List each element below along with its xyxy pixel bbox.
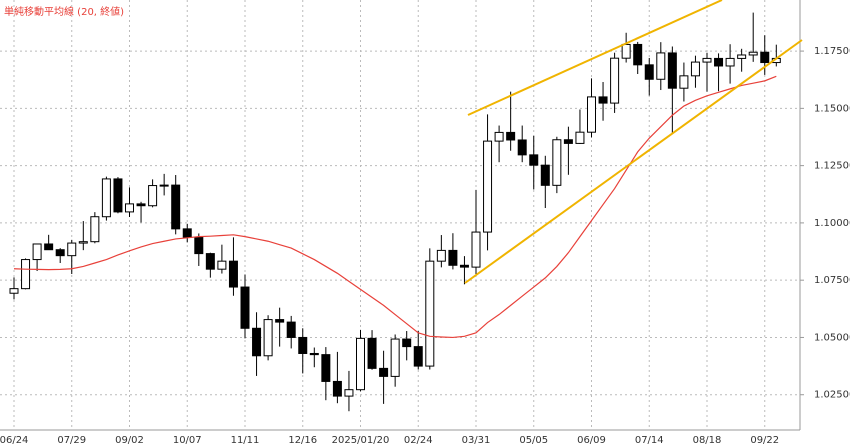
- x-tick-label: 07/14: [635, 435, 664, 446]
- candle-body: [679, 75, 689, 89]
- candle-body: [159, 184, 169, 187]
- candle-body: [136, 203, 146, 207]
- candle-body: [321, 354, 331, 382]
- candle-body: [459, 264, 469, 268]
- candle-body: [263, 319, 273, 357]
- candle-body: [78, 241, 88, 244]
- candle-body: [563, 139, 573, 144]
- candle-body: [125, 203, 134, 213]
- y-tick-label: 1.05000: [814, 332, 850, 343]
- candle-body: [633, 43, 643, 66]
- candle-body: [171, 184, 181, 230]
- candle-body: [448, 249, 458, 266]
- candle-body: [217, 260, 227, 270]
- candle-body: [32, 243, 42, 261]
- candle-body: [402, 338, 412, 348]
- candle-body: [644, 64, 654, 80]
- candle-body: [610, 57, 620, 104]
- candle-body: [194, 236, 204, 255]
- candle-body: [598, 96, 608, 104]
- x-tick-label: 12/16: [288, 435, 317, 446]
- candle-body: [621, 43, 631, 59]
- x-tick-label: 07/29: [57, 435, 86, 446]
- x-tick-label: 08/18: [693, 435, 722, 446]
- candle-body: [737, 54, 747, 59]
- candle-body: [67, 242, 77, 257]
- x-tick-label: 09/02: [115, 435, 144, 446]
- x-tick-label: 05/05: [519, 435, 548, 446]
- candle-body: [344, 389, 354, 397]
- candle-body: [425, 260, 435, 367]
- candle-body: [390, 338, 400, 377]
- candle-body: [714, 57, 724, 67]
- x-tick-label: 02/24: [404, 435, 433, 446]
- candle-body: [113, 178, 123, 213]
- candle-body: [748, 51, 758, 56]
- x-tick-label: 09/22: [750, 435, 779, 446]
- y-tick-label: 1.02500: [814, 390, 850, 401]
- candle-body: [690, 61, 700, 77]
- x-tick-label: 2025/01/20: [332, 435, 390, 446]
- candle-body: [517, 139, 527, 156]
- candle-body: [413, 346, 423, 367]
- candle-body: [21, 259, 31, 290]
- candle-body: [44, 243, 54, 251]
- candle-body: [506, 131, 516, 141]
- candle-body: [436, 249, 446, 262]
- candle-body: [656, 52, 666, 80]
- candle-body: [379, 367, 389, 377]
- trend-line: [464, 39, 803, 284]
- candle-body: [9, 288, 19, 294]
- candle-body: [148, 185, 158, 207]
- y-tick-label: 1.07500: [814, 275, 850, 286]
- x-tick-label: 06/24: [0, 435, 28, 446]
- candle-body: [332, 380, 342, 397]
- y-tick-label: 1.12500: [814, 161, 850, 172]
- candle-body: [760, 51, 770, 64]
- candle-body: [252, 327, 262, 357]
- candle-body: [667, 52, 677, 89]
- candle-body: [275, 319, 285, 323]
- legend-text: 単純移動平均線 (20, 終値): [4, 5, 124, 18]
- candle-body: [483, 140, 493, 233]
- candle-body: [55, 249, 65, 257]
- x-tick-label: 06/09: [577, 435, 606, 446]
- y-tick-label: 1.15000: [814, 103, 850, 114]
- candle-body: [90, 216, 100, 243]
- candle-body: [702, 57, 712, 63]
- candle-body: [471, 231, 481, 268]
- candle-body: [309, 352, 319, 356]
- candle-body: [540, 164, 550, 186]
- candle-body: [494, 131, 504, 142]
- candle-body: [298, 336, 308, 354]
- trend-line: [467, 0, 723, 116]
- candle-body: [552, 139, 562, 186]
- candle-body: [367, 337, 377, 369]
- candle-body: [205, 253, 215, 270]
- candle-body: [228, 260, 238, 288]
- candle-body: [587, 96, 596, 133]
- candle-body: [356, 337, 365, 391]
- candle-body: [182, 228, 192, 238]
- candle-body: [529, 154, 539, 166]
- x-tick-label: 10/07: [173, 435, 202, 446]
- candle-body: [725, 57, 735, 67]
- candle-body: [286, 321, 296, 338]
- candle-body: [101, 178, 111, 218]
- x-tick-label: 11/11: [231, 435, 260, 446]
- y-tick-label: 1.10000: [814, 218, 850, 229]
- candle-body: [575, 131, 585, 144]
- x-tick-label: 03/31: [462, 435, 491, 446]
- candle-body: [240, 286, 250, 329]
- moving-average-line: [13, 75, 777, 339]
